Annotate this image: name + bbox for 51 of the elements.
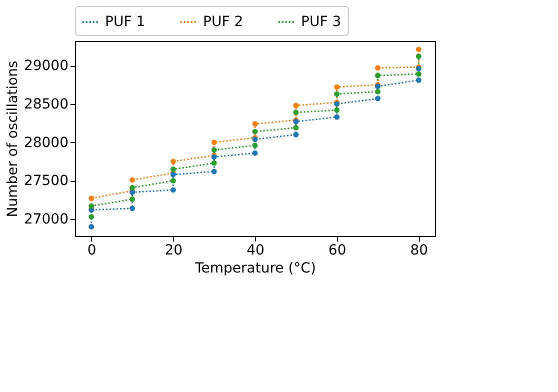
point bbox=[88, 196, 94, 202]
x-axis-title: Temperature (°C) bbox=[194, 260, 316, 276]
point bbox=[252, 128, 258, 134]
point bbox=[170, 178, 176, 184]
point bbox=[416, 54, 422, 60]
y-tick-label: 28500 bbox=[24, 96, 68, 112]
point bbox=[211, 168, 217, 174]
point bbox=[293, 110, 299, 116]
x-tick-label: 0 bbox=[87, 242, 96, 258]
point bbox=[170, 187, 176, 193]
y-tick-label: 29000 bbox=[24, 58, 68, 74]
point bbox=[252, 150, 258, 156]
point bbox=[293, 125, 299, 130]
y-tick-label: 27500 bbox=[24, 173, 68, 190]
legend-label: PUF 2 bbox=[203, 14, 244, 30]
y-tick-label: 27000 bbox=[24, 212, 68, 228]
point bbox=[374, 65, 380, 71]
point bbox=[293, 102, 299, 108]
point bbox=[374, 96, 380, 102]
x-tick-label: 80 bbox=[410, 242, 428, 258]
point bbox=[130, 206, 136, 212]
x-tick-label: 20 bbox=[164, 242, 183, 258]
y-axis-title: Number of oscillations bbox=[4, 60, 21, 218]
point bbox=[334, 107, 340, 113]
point bbox=[252, 142, 258, 148]
point bbox=[334, 84, 340, 90]
point bbox=[374, 72, 380, 78]
point bbox=[170, 166, 176, 172]
point bbox=[88, 224, 94, 230]
point bbox=[88, 203, 94, 209]
legend-label: PUF 1 bbox=[105, 14, 146, 30]
point bbox=[130, 196, 136, 202]
point bbox=[170, 158, 176, 164]
point bbox=[252, 121, 258, 127]
legend-label: PUF 3 bbox=[301, 14, 342, 30]
point bbox=[88, 214, 94, 220]
point bbox=[416, 77, 422, 83]
point bbox=[334, 91, 340, 97]
point bbox=[130, 177, 136, 183]
point bbox=[416, 71, 422, 77]
point bbox=[211, 140, 217, 146]
point bbox=[334, 114, 340, 120]
point bbox=[293, 132, 299, 138]
y-tick-label: 28000 bbox=[24, 134, 68, 151]
point bbox=[211, 160, 217, 166]
point bbox=[374, 88, 380, 94]
point bbox=[211, 147, 217, 153]
point bbox=[416, 46, 422, 52]
point bbox=[130, 184, 136, 190]
x-tick-label: 60 bbox=[328, 242, 346, 258]
x-tick-label: 40 bbox=[246, 242, 264, 258]
